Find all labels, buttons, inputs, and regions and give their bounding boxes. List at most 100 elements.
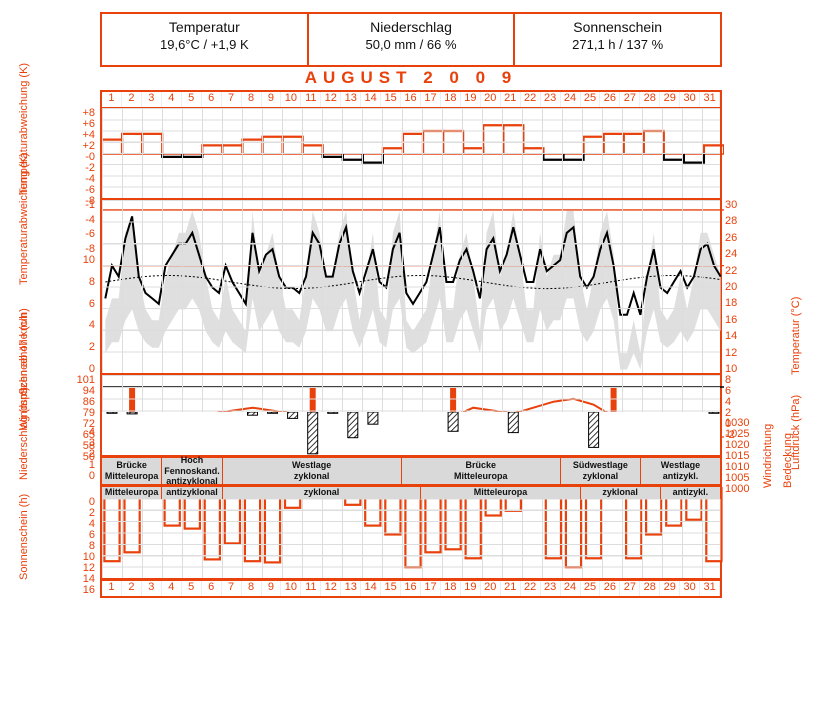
day-number-cell: 4 [162, 581, 182, 596]
day-number-cell: 3 [142, 581, 162, 596]
day-number-cell: 12 [321, 92, 341, 107]
day-number-cell: 7 [222, 581, 242, 596]
sun-pattern-sub-row: Mitteleuropa antizyklonal zyklonal Mitteleu… [100, 485, 722, 499]
header-niederschlag-label: Niederschlag [309, 19, 514, 35]
day-number-cell: 31 [700, 92, 720, 107]
weather-pattern-cell: Brücke Mitteleuropa [402, 458, 561, 484]
day-number-cell: 14 [361, 92, 381, 107]
wind-ticks-upper: 101 94 86 79 72 65 58 50 [50, 375, 95, 425]
weather-pattern-cell: Hoch Fennoskand. antizyklonal [162, 458, 222, 484]
day-number-cell: 21 [501, 581, 521, 596]
wind-ticks-lower: 43210 [50, 427, 95, 470]
day-number-cell: 3 [142, 92, 162, 107]
bedeckung-label: Bedeckung [782, 433, 794, 488]
day-number-cell: 31 [700, 581, 720, 596]
climate-chart-root: Temperatur 19,6°C / +1,9 K Niederschlag … [0, 0, 827, 702]
weather-pattern-row: Brücke Mitteleuropa Hoch Fennoskand. antizy… [100, 457, 722, 485]
day-number-row-bottom: 1 2 3 4 5 6 7 8 9 10 11 12 13 14 15 16 17 18 19 20 21 22 23 24 2… [100, 580, 722, 598]
header-niederschlag-value: 50,0 mm / 66 % [309, 37, 514, 52]
day-number-cell: 29 [660, 581, 680, 596]
day-number-cell: 23 [541, 92, 561, 107]
temp-snow-ticks-upper: -1 -4 -6 -8 [50, 200, 95, 255]
header-sonnenschein-value: 271,1 h / 137 % [515, 37, 720, 52]
header-info-box: Temperatur 19,6°C / +1,9 K Niederschlag … [100, 12, 722, 67]
day-number-cell: 7 [222, 92, 242, 107]
axis-tick: 26 [725, 233, 770, 244]
axis-tick: 1000 [725, 484, 785, 495]
axis-tick: 28 [725, 216, 770, 227]
windrichtung-label: Windrichtung [762, 433, 774, 488]
day-number-cell: 4 [162, 92, 182, 107]
day-number-cell: 13 [341, 92, 361, 107]
day-number-cell: 12 [321, 581, 341, 596]
day-number-cell: 10 [281, 92, 301, 107]
axis-tick: -1 [50, 200, 95, 211]
axis-tick: 24 [725, 249, 770, 260]
day-number-cell: 1 [102, 92, 122, 107]
day-number-cell: 19 [461, 581, 481, 596]
day-number-cell: 24 [561, 581, 581, 596]
sun-pattern-sub-cell: antizykl. [661, 487, 720, 499]
axis-tick: 6 [50, 299, 95, 310]
day-number-cell: 30 [680, 92, 700, 107]
day-number-cell: 30 [680, 581, 700, 596]
day-number-cell: 21 [501, 92, 521, 107]
day-number-cell: 22 [521, 581, 541, 596]
day-number-cell: 8 [242, 92, 262, 107]
panel-sun [100, 485, 722, 580]
axis-tick: 16 [50, 585, 95, 596]
axis-tick: -6 [50, 229, 95, 240]
temp-snow-right-axis-label: Temperatur (°C) [790, 200, 802, 375]
day-number-row-top: 1 2 3 4 5 6 7 8 9 10 11 12 13 14 15 16 17 18 19 20 21 22 23 24 2… [100, 90, 722, 108]
month-title: AUGUST 2 0 0 9 [100, 68, 722, 88]
temp-deviation-grid [102, 108, 720, 198]
panel-precip [100, 412, 722, 457]
day-number-cell: 11 [301, 92, 321, 107]
day-number-cell: 2 [122, 581, 142, 596]
axis-tick: 14 [725, 331, 770, 342]
header-sonnenschein-cell: Sonnenschein 271,1 h / 137 % [515, 14, 720, 65]
day-number-cell: 19 [461, 92, 481, 107]
weather-pattern-cell: Westlage zyklonal [223, 458, 402, 484]
day-number-cell: 6 [202, 581, 222, 596]
header-sonnenschein-label: Sonnenschein [515, 19, 720, 35]
axis-tick: 18 [725, 298, 770, 309]
header-temperatur-label: Temperatur [102, 19, 307, 35]
sun-pattern-sub-cell: Mitteleuropa [421, 487, 580, 499]
day-number-cell: 15 [381, 92, 401, 107]
axis-tick: 16 [725, 315, 770, 326]
day-number-cell: 15 [381, 581, 401, 596]
axis-tick: 8 [50, 277, 95, 288]
header-temperatur-cell: Temperatur 19,6°C / +1,9 K [102, 14, 309, 65]
day-number-cell: 5 [182, 581, 202, 596]
axis-tick: 10 [725, 364, 770, 375]
day-number-cell: 10 [281, 581, 301, 596]
day-number-cell: 18 [441, 581, 461, 596]
day-number-cell: 20 [481, 581, 501, 596]
day-number-cell: 26 [600, 581, 620, 596]
day-number-cell: 2 [122, 92, 142, 107]
precip-svg [102, 412, 724, 457]
axis-tick: 10 [50, 255, 95, 266]
sun-axis-label: Sonnenschein (h) [18, 485, 30, 580]
sun-pattern-sub-cell: zyklonal [581, 487, 661, 499]
day-number-cell: 5 [182, 92, 202, 107]
day-number-cell: 27 [620, 92, 640, 107]
header-temperatur-value: 19,6°C / +1,9 K [102, 37, 307, 52]
temp-snow-grid [102, 200, 720, 373]
temp-snow-right-ticks: 30 28 26 24 22 20 18 16 14 12 10 [725, 200, 770, 375]
day-number-cell: 9 [262, 581, 282, 596]
day-number-cell: 20 [481, 92, 501, 107]
axis-tick: -4 [50, 215, 95, 226]
temp-deviation-ticks: +8 +6 +4 +2 -0 -2 -4 -6 -8 [50, 108, 95, 200]
sun-pattern-sub-cell: antizyklonal [162, 487, 222, 499]
axis-tick: 20 [725, 282, 770, 293]
day-number-cell: 18 [441, 92, 461, 107]
day-number-cell: 8 [242, 581, 262, 596]
day-number-cell: 17 [421, 92, 441, 107]
day-number-cell: 1 [102, 581, 122, 596]
sun-pattern-sub-cell: zyklonal [223, 487, 422, 499]
axis-tick: 2 [50, 342, 95, 353]
weather-pattern-cell: Südwestlage zyklonal [561, 458, 641, 484]
day-number-cell: 26 [600, 92, 620, 107]
